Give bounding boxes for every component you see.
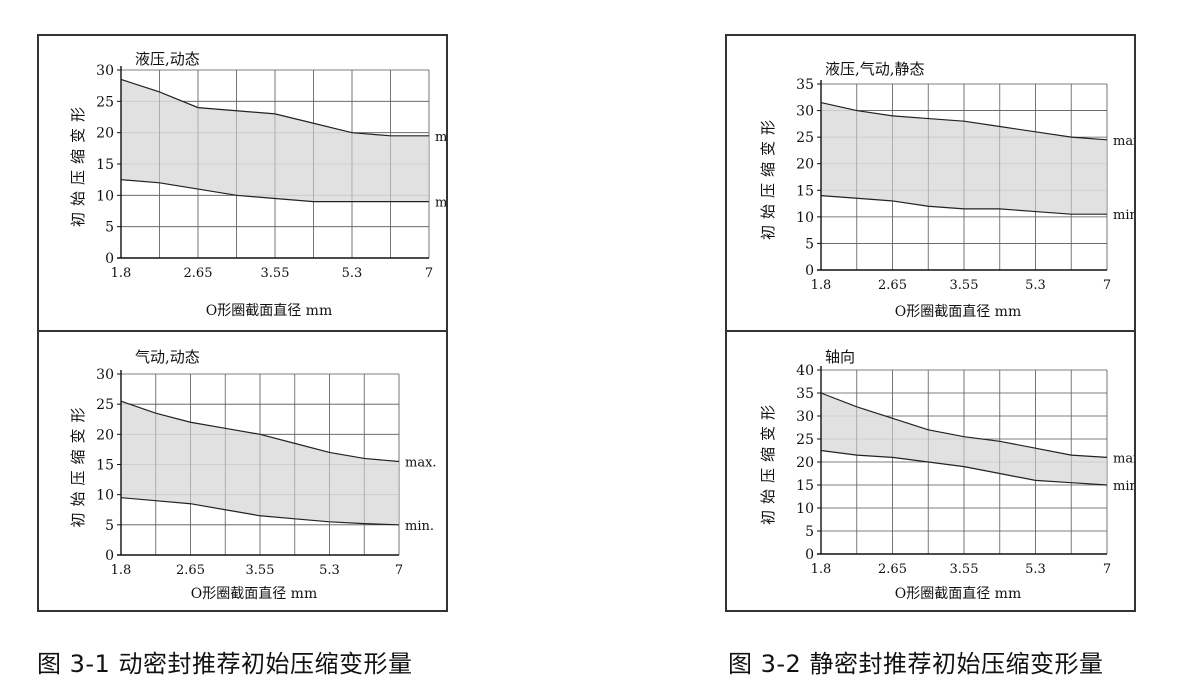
y-tick-label: 30 [96,63,114,79]
x-tick-label: 7 [1103,562,1111,577]
figure-caption: 图 3-2 静密封推荐初始压缩变形量 [728,650,1104,678]
x-tick-label: 3.55 [261,266,290,281]
x-axis-label: O形圈截面直径 mm [895,303,1021,320]
y-tick-label: 15 [796,478,814,494]
y-tick-label: 15 [796,183,814,199]
y-tick-label: 15 [96,157,114,173]
y-tick-label: 0 [105,548,114,564]
y-tick-label: 30 [96,367,114,383]
y-tick-label: 5 [805,236,814,252]
x-tick-label: 5.3 [319,563,340,578]
y-tick-label: 5 [805,524,814,540]
x-tick-label: 7 [1103,278,1111,293]
y-tick-label: 25 [96,94,114,110]
y-axis-label: 初始压缩变形 [759,399,777,525]
legend-label-min: min. [1113,479,1134,494]
chart-pneumatic-dynamic: max. min. 0 5 10 15 20 25 30 1.8 2.65 3.55 5.3 7 气动,动态… [69,348,437,602]
y-tick-label: 5 [105,518,114,534]
x-tick-label: 3.55 [246,563,275,578]
x-axis-label: O形圈截面直径 mm [895,585,1021,602]
legend-label-min: min. [405,519,434,534]
x-tick-label: 1.8 [811,562,832,577]
y-tick-label: 0 [105,251,114,267]
x-tick-label: 1.8 [811,278,832,293]
x-tick-label: 5.3 [1025,562,1046,577]
chart-title: 液压,动态 [135,50,200,68]
chart-static: max. min. 0 5 10 15 20 25 30 35 1.8 2.65 3.55 5.3 7 液压,… [759,60,1134,320]
y-tick-label: 20 [796,455,814,471]
x-tick-label: 3.55 [950,278,979,293]
chart-title: 气动,动态 [135,348,200,366]
figure-caption: 图 3-1 动密封推荐初始压缩变形量 [37,650,413,678]
y-tick-label: 40 [796,363,814,379]
panel-divider [727,330,1134,332]
y-tick-label: 10 [796,501,814,517]
y-tick-label: 10 [796,210,814,226]
y-tick-label: 5 [105,220,114,236]
y-tick-label: 15 [96,458,114,474]
x-tick-label: 2.65 [878,278,907,293]
x-tick-label: 7 [425,266,433,281]
x-tick-label: 1.8 [111,563,132,578]
y-tick-label: 0 [805,547,814,563]
x-axis-label: O形圈截面直径 mm [191,585,317,602]
y-tick-label: 35 [796,77,814,93]
y-tick-label: 20 [796,157,814,173]
legend-label-max: max. [405,455,437,470]
y-axis-label: 初始压缩变形 [69,401,87,527]
legend-label-min: min. [1113,208,1134,223]
y-axis-label: 初始压缩变形 [759,114,777,240]
chart-title: 轴向 [825,348,855,366]
x-tick-label: 1.8 [111,266,132,281]
x-tick-label: 2.65 [184,266,213,281]
y-tick-label: 10 [96,188,114,204]
figure-panel-static: max. min. 0 5 10 15 20 25 30 35 1.8 2.65 3.55 5.3 7 液压,… [725,34,1136,612]
legend-label-max: max. [1113,451,1134,466]
y-tick-label: 30 [796,104,814,120]
chart-hydraulic-dynamic: max. min. 0 5 10 15 20 25 30 1.8 2.65 3.55 5.3 7 液压,动态… [69,50,446,319]
x-tick-label: 3.55 [950,562,979,577]
y-tick-label: 10 [96,488,114,504]
y-tick-label: 25 [96,397,114,413]
y-axis-label: 初始压缩变形 [69,101,87,227]
x-tick-label: 2.65 [878,562,907,577]
y-tick-label: 20 [96,126,114,142]
x-axis-label: O形圈截面直径 mm [206,302,332,319]
figure-panel-dynamic: max. min. 0 5 10 15 20 25 30 1.8 2.65 3.55 5.3 7 液压,动态… [37,34,448,612]
y-tick-label: 30 [796,409,814,425]
x-tick-label: 5.3 [342,266,363,281]
legend-label-min: min. [435,196,446,211]
y-tick-label: 35 [796,386,814,402]
legend-label-max: max. [435,130,446,145]
y-tick-label: 20 [96,427,114,443]
y-tick-label: 25 [796,130,814,146]
legend-label-max: max. [1113,134,1134,149]
x-tick-label: 7 [395,563,403,578]
y-tick-label: 25 [796,432,814,448]
chart-title: 液压,气动,静态 [825,60,925,78]
x-tick-label: 5.3 [1025,278,1046,293]
panel-divider [39,330,446,332]
y-tick-label: 0 [805,263,814,279]
x-tick-label: 2.65 [176,563,205,578]
chart-axial: max. min. 0 5 10 15 20 25 30 35 40 1.8 2.65 3.55 5.3 7 轴… [759,348,1134,602]
